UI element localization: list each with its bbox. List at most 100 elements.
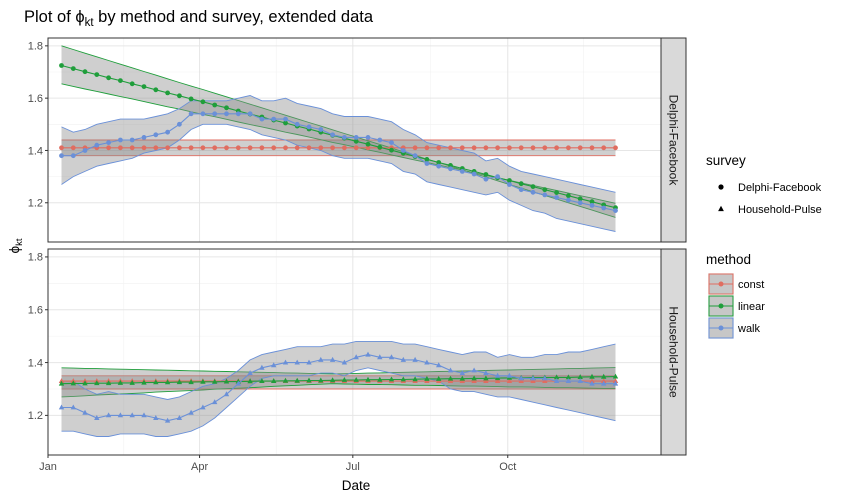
point-walk <box>165 129 171 135</box>
point-linear <box>223 378 230 384</box>
point-walk <box>530 189 536 195</box>
point-walk <box>141 135 147 140</box>
point-linear <box>247 378 253 384</box>
point-linear <box>82 380 88 386</box>
svg-text:ϕkt: ϕkt <box>7 238 25 253</box>
point-walk <box>271 362 277 368</box>
point-walk <box>212 399 218 405</box>
y-axis-title-subscript: kt <box>14 238 25 246</box>
point-linear <box>59 63 64 68</box>
point-walk <box>389 140 394 146</box>
point-walk <box>235 111 241 117</box>
point-walk <box>436 362 442 368</box>
point-walk <box>188 111 194 117</box>
point-walk <box>223 391 230 397</box>
point-const <box>495 145 500 151</box>
point-walk <box>176 415 183 420</box>
legend-label: walk <box>737 323 761 335</box>
point-const <box>530 145 536 151</box>
point-linear <box>483 375 489 381</box>
point-linear <box>601 373 607 379</box>
panel-0: 1.2 1.4 1.6 1.8 Delphi-Facebook <box>28 37 687 243</box>
point-walk <box>318 127 324 132</box>
point-walk <box>589 380 595 386</box>
point-const <box>589 145 595 151</box>
y-tick-label: 1.6 <box>28 93 43 105</box>
point-walk <box>613 208 618 214</box>
point-const <box>424 145 430 151</box>
point-walk <box>471 367 477 373</box>
point-walk <box>365 351 371 357</box>
point-linear <box>212 378 218 384</box>
point-linear <box>353 138 359 144</box>
point-const <box>518 378 524 383</box>
point-linear <box>282 377 289 383</box>
point-walk <box>507 182 512 187</box>
point-walk <box>495 174 500 180</box>
point-walk <box>117 412 124 418</box>
point-linear <box>553 374 560 380</box>
point-const <box>448 145 453 151</box>
point-linear <box>424 157 430 162</box>
point-const <box>612 378 619 383</box>
point-walk <box>342 135 347 140</box>
point-walk <box>601 380 607 386</box>
point-walk <box>448 166 453 172</box>
y-tick-label: 1.4 <box>28 357 43 369</box>
x-tick-label: Jul <box>346 461 360 473</box>
point-linear <box>554 190 559 196</box>
ribbon-upper-walk <box>61 95 616 193</box>
point-walk <box>341 359 348 365</box>
point-walk <box>612 380 619 386</box>
legend-item-survey: Delphi-Facebook <box>718 182 822 194</box>
point-linear <box>58 380 65 386</box>
point-linear <box>82 69 88 75</box>
point-walk <box>518 375 524 381</box>
y-tick-label: 1.2 <box>28 410 43 422</box>
point-linear <box>200 99 206 105</box>
point-linear <box>577 196 583 202</box>
point-const <box>200 145 206 151</box>
legend-item-method: walk <box>708 317 761 339</box>
point-walk <box>118 137 123 143</box>
point-linear <box>448 163 453 168</box>
point-linear <box>589 199 595 205</box>
point-linear <box>400 376 406 382</box>
facet-strip <box>660 248 687 456</box>
point-walk <box>200 111 206 117</box>
point-walk <box>424 359 430 365</box>
point-const <box>483 145 489 151</box>
point-const <box>353 145 359 151</box>
point-const <box>188 145 194 151</box>
chart-title: Plot of ϕkt by method and survey, extend… <box>24 8 374 29</box>
point-const <box>542 145 548 151</box>
point-const <box>141 145 147 151</box>
point-linear <box>94 72 100 77</box>
point-walk <box>105 412 112 418</box>
point-walk <box>82 409 88 415</box>
point-const <box>542 378 548 383</box>
point-walk <box>400 356 406 362</box>
point-linear <box>117 379 124 385</box>
point-walk <box>294 121 300 127</box>
point-linear <box>177 93 182 99</box>
point-const <box>224 145 229 151</box>
point-linear <box>153 379 159 385</box>
point-walk <box>235 380 241 386</box>
point-linear <box>141 84 147 89</box>
point-walk <box>601 205 607 211</box>
legend-label: linear <box>738 301 765 313</box>
point-linear <box>271 378 277 383</box>
ribbon-upper-linear <box>61 367 616 375</box>
point-walk <box>129 412 135 418</box>
point-const <box>306 145 312 151</box>
point-const <box>577 145 583 151</box>
point-const <box>471 145 477 151</box>
point-linear <box>589 373 595 379</box>
point-const <box>318 145 324 151</box>
point-const <box>235 145 241 151</box>
point-linear <box>353 377 359 382</box>
point-linear <box>106 75 111 81</box>
point-walk <box>94 142 100 148</box>
